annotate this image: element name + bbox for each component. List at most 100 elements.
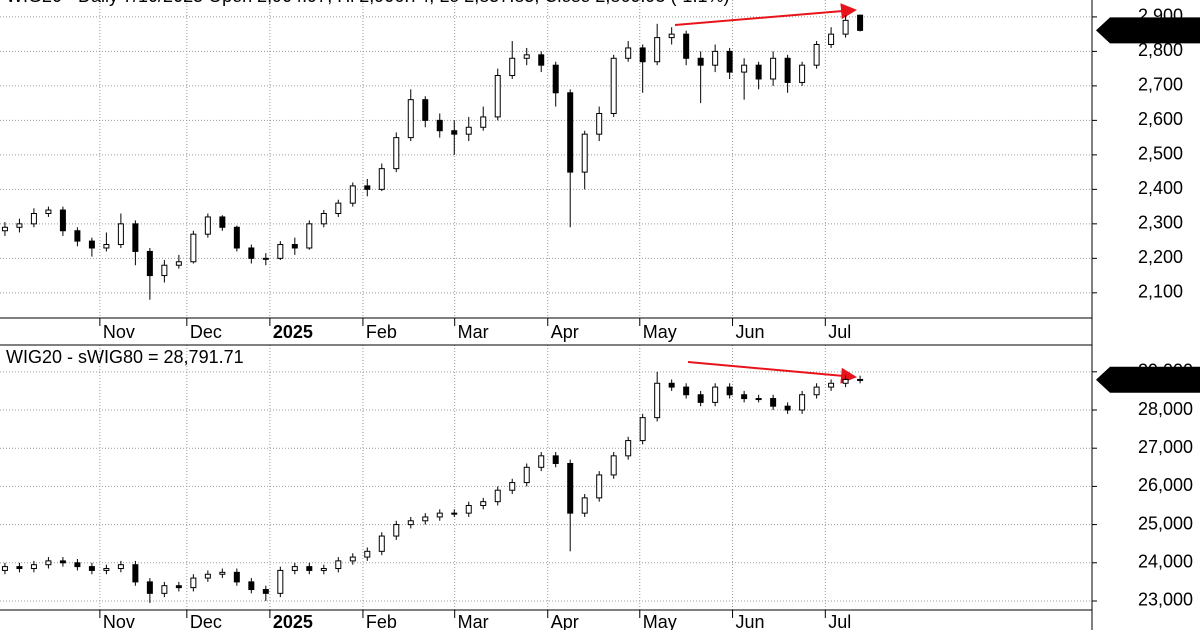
candle-body <box>277 569 284 594</box>
candle-body <box>436 119 443 132</box>
candle-body <box>146 581 153 594</box>
x-tick-label: Jun <box>736 612 765 630</box>
y-tick-label: 2,800 <box>1138 40 1183 60</box>
candle-body <box>248 581 255 591</box>
candle-body <box>654 37 661 63</box>
last-price-label: 2,860.93 <box>1112 19 1182 39</box>
candle-body <box>828 33 835 45</box>
y-tick-label: 27,000 <box>1138 437 1193 457</box>
candle-body <box>30 212 37 225</box>
x-tick-label: 2025 <box>273 612 313 630</box>
candle-body <box>16 223 23 228</box>
candle-body <box>1 566 8 571</box>
candle-body <box>741 64 748 73</box>
candle-body <box>509 482 516 491</box>
candle-body <box>59 560 66 564</box>
candle-body <box>277 244 284 259</box>
candle-body <box>233 571 240 583</box>
y-tick-label: 28,000 <box>1138 399 1193 419</box>
y-tick-label: 26,000 <box>1138 475 1193 495</box>
candle-body <box>741 394 748 400</box>
candle-body <box>378 535 385 552</box>
candle-body <box>480 116 487 128</box>
candle-body <box>639 47 646 63</box>
candle-body <box>161 264 168 277</box>
last-price-tag <box>1096 17 1200 44</box>
y-tick-label: 2,500 <box>1138 144 1183 164</box>
candle-body <box>45 560 52 566</box>
candle-body <box>103 244 110 249</box>
candle-body <box>306 223 313 249</box>
candle-body <box>291 566 298 571</box>
candle-body <box>364 185 371 190</box>
candle-body <box>610 455 617 476</box>
candle-body <box>16 566 23 570</box>
x-tick-label: Nov <box>103 612 135 630</box>
x-tick-label: Jun <box>736 322 765 342</box>
candle-body <box>378 168 385 190</box>
candle-body <box>610 57 617 114</box>
candle-body <box>726 50 733 73</box>
candle-body <box>697 57 704 66</box>
candle-body <box>204 216 211 235</box>
x-tick-label: Feb <box>366 322 397 342</box>
y-tick-label: 24,000 <box>1138 552 1193 572</box>
candle-body <box>567 462 574 514</box>
x-tick-label: Dec <box>190 322 222 342</box>
x-tick-label: Mar <box>458 322 489 342</box>
x-tick-label: Jul <box>828 322 851 342</box>
candle-body <box>842 378 849 384</box>
candle-body <box>509 57 516 77</box>
y-tick-label: 2,400 <box>1138 178 1183 198</box>
y-tick-label: 25,000 <box>1138 513 1193 533</box>
candle-body <box>857 378 864 381</box>
candle-body <box>248 247 255 259</box>
candle-body <box>668 33 675 39</box>
candle-body <box>190 577 197 589</box>
candle-body <box>59 209 66 232</box>
candle-body <box>784 405 791 411</box>
candle-body <box>132 564 139 583</box>
candle-body <box>422 99 429 121</box>
x-tick-label: May <box>643 322 677 342</box>
trend-arrow <box>687 361 857 384</box>
candle-body <box>45 209 52 214</box>
candle-body <box>393 524 400 537</box>
candle-body <box>726 386 733 396</box>
candle-body <box>291 244 298 249</box>
candle-body <box>349 185 356 204</box>
candle-body <box>175 585 182 589</box>
candle-body <box>538 54 545 66</box>
candle-body <box>712 386 719 403</box>
candle-body <box>451 512 458 515</box>
candle-body <box>219 216 226 228</box>
candle-body <box>320 212 327 225</box>
candle-body <box>393 137 400 170</box>
candle-body <box>88 240 95 249</box>
candle-body <box>770 57 777 80</box>
candle-body <box>306 566 313 571</box>
candle-body <box>103 568 110 571</box>
candle-body <box>581 133 588 173</box>
candle-body <box>581 497 588 514</box>
y-tick-label: 2,600 <box>1138 109 1183 129</box>
candle-body <box>175 261 182 266</box>
candle-body <box>117 564 124 570</box>
candle-body <box>494 489 501 503</box>
candle-body <box>146 250 153 277</box>
candle-body <box>538 455 545 468</box>
x-tick-label: Dec <box>190 612 222 630</box>
candle-body <box>755 398 762 401</box>
candle-body <box>799 394 806 411</box>
candle-body <box>117 223 124 246</box>
candle-body <box>639 417 646 442</box>
x-tick-label: Nov <box>103 322 135 342</box>
y-tick-label: 23,000 <box>1138 590 1193 610</box>
candle-body <box>813 43 820 66</box>
candle-body <box>335 560 342 570</box>
chart-title: WIG20 - sWIG80 = 28,791.71 <box>6 347 244 367</box>
candle-body <box>784 57 791 83</box>
y-tick-label: 2,700 <box>1138 75 1183 95</box>
